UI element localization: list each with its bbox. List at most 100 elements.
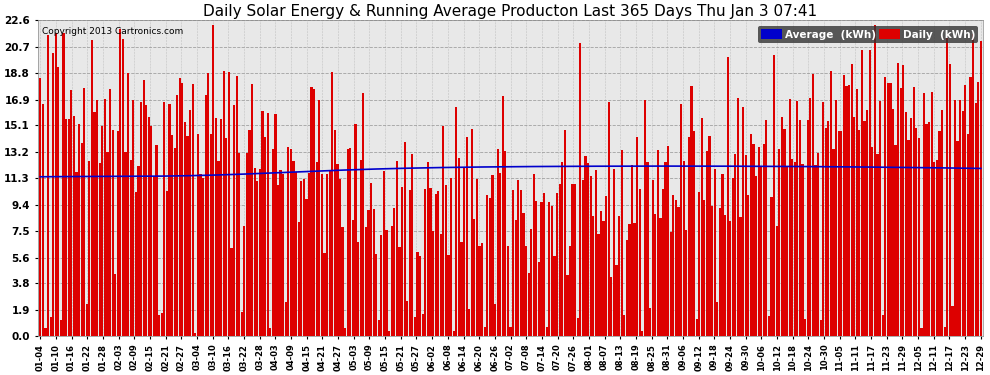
Bar bbox=[223, 71, 225, 336]
Bar bbox=[757, 147, 759, 336]
Bar bbox=[282, 174, 284, 336]
Bar bbox=[308, 173, 310, 336]
Bar bbox=[690, 86, 693, 336]
Bar bbox=[752, 144, 754, 336]
Bar bbox=[285, 302, 287, 336]
Bar bbox=[173, 148, 176, 336]
Bar bbox=[528, 273, 530, 336]
Bar bbox=[807, 120, 809, 336]
Bar bbox=[943, 327, 945, 336]
Bar bbox=[406, 301, 408, 336]
Bar bbox=[342, 227, 344, 336]
Bar bbox=[571, 184, 573, 336]
Bar bbox=[181, 83, 183, 336]
Bar bbox=[424, 189, 427, 336]
Bar bbox=[50, 317, 51, 336]
Bar bbox=[659, 218, 661, 336]
Bar bbox=[838, 131, 840, 336]
Bar bbox=[913, 87, 915, 336]
Bar bbox=[391, 226, 393, 336]
Bar bbox=[788, 99, 791, 336]
Bar bbox=[722, 174, 724, 336]
Bar bbox=[845, 86, 847, 336]
Bar bbox=[931, 92, 933, 336]
Bar bbox=[709, 136, 711, 336]
Bar bbox=[905, 112, 907, 336]
Bar bbox=[544, 193, 545, 336]
Bar bbox=[616, 265, 618, 336]
Bar bbox=[88, 161, 90, 336]
Bar bbox=[463, 167, 465, 336]
Bar bbox=[656, 150, 659, 336]
Bar bbox=[47, 35, 50, 336]
Bar bbox=[954, 100, 956, 336]
Bar bbox=[484, 327, 486, 336]
Bar bbox=[207, 73, 209, 336]
Bar bbox=[579, 43, 581, 336]
Bar bbox=[964, 86, 966, 336]
Bar bbox=[727, 57, 729, 336]
Bar bbox=[367, 210, 369, 336]
Bar bbox=[42, 104, 44, 336]
Bar bbox=[948, 64, 951, 336]
Bar bbox=[783, 129, 785, 336]
Bar bbox=[582, 180, 584, 336]
Bar bbox=[135, 192, 137, 336]
Bar bbox=[266, 113, 268, 336]
Bar bbox=[939, 131, 940, 336]
Bar bbox=[682, 160, 685, 336]
Bar bbox=[396, 160, 398, 336]
Bar bbox=[538, 262, 541, 336]
Bar bbox=[329, 171, 331, 336]
Bar bbox=[621, 150, 623, 336]
Bar bbox=[786, 166, 788, 336]
Bar bbox=[631, 165, 633, 336]
Bar bbox=[714, 169, 716, 336]
Bar bbox=[669, 232, 672, 336]
Bar bbox=[364, 227, 367, 336]
Bar bbox=[40, 78, 42, 336]
Bar bbox=[980, 41, 982, 336]
Bar bbox=[644, 100, 646, 336]
Bar bbox=[515, 220, 517, 336]
Bar bbox=[375, 254, 377, 336]
Bar bbox=[202, 178, 204, 336]
Bar bbox=[525, 246, 527, 336]
Bar bbox=[884, 77, 886, 336]
Bar bbox=[165, 191, 168, 336]
Bar bbox=[680, 104, 682, 336]
Bar bbox=[742, 107, 744, 336]
Bar bbox=[401, 186, 403, 336]
Bar bbox=[205, 95, 207, 336]
Bar bbox=[701, 118, 703, 336]
Bar bbox=[497, 149, 499, 336]
Bar bbox=[967, 134, 969, 336]
Bar bbox=[305, 199, 308, 336]
Bar bbox=[130, 160, 132, 336]
Bar bbox=[258, 170, 261, 336]
Bar bbox=[737, 98, 740, 336]
Bar bbox=[523, 213, 525, 336]
Bar bbox=[693, 131, 695, 336]
Bar bbox=[57, 67, 59, 336]
Bar bbox=[417, 252, 419, 336]
Bar bbox=[91, 40, 93, 336]
Bar bbox=[241, 312, 243, 336]
Bar bbox=[83, 88, 85, 336]
Bar bbox=[719, 208, 721, 336]
Bar bbox=[928, 122, 931, 336]
Bar bbox=[388, 330, 390, 336]
Bar bbox=[354, 124, 356, 336]
Bar bbox=[921, 328, 923, 336]
Bar bbox=[292, 161, 295, 336]
Bar bbox=[236, 76, 238, 336]
Bar bbox=[923, 93, 925, 336]
Bar bbox=[804, 319, 806, 336]
Bar bbox=[96, 100, 98, 336]
Bar bbox=[969, 77, 971, 336]
Bar bbox=[160, 313, 162, 336]
Bar bbox=[414, 317, 416, 336]
Bar bbox=[372, 209, 374, 336]
Bar bbox=[114, 274, 116, 336]
Bar bbox=[404, 142, 406, 336]
